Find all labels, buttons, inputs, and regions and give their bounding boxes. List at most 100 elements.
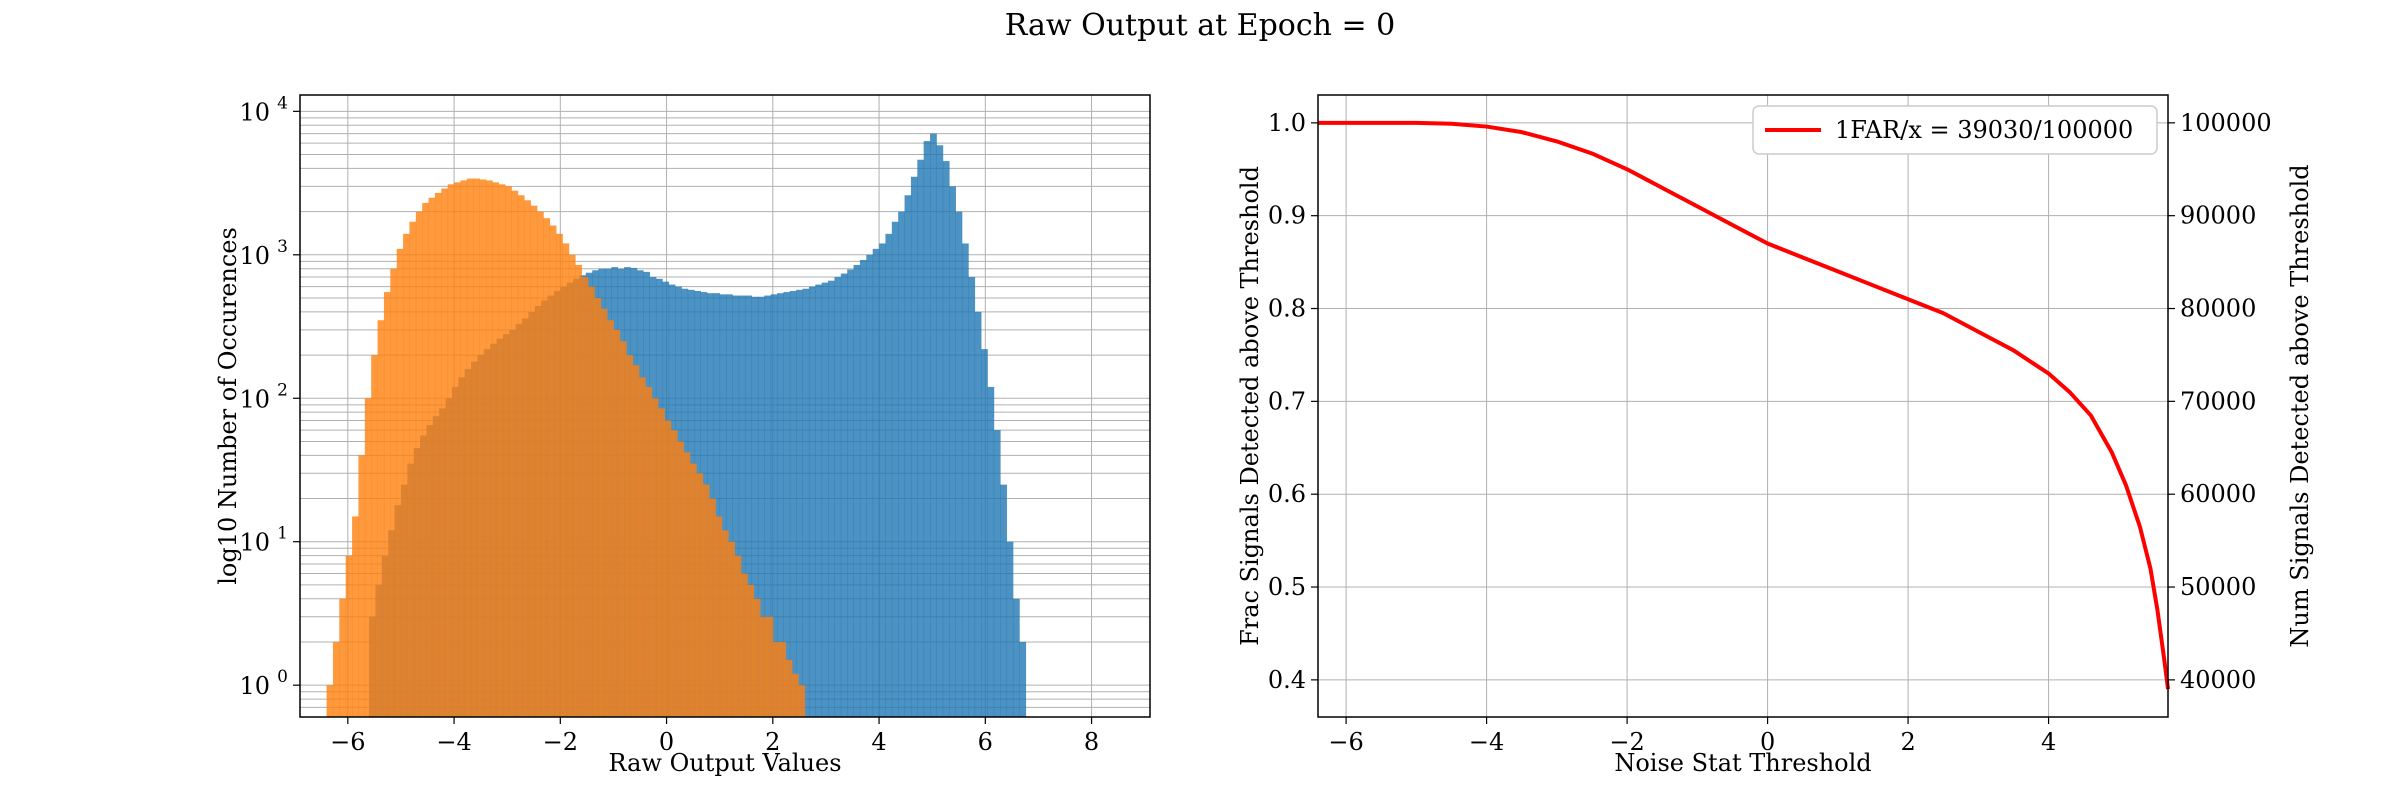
histogram-bar-series-2 (638, 377, 646, 717)
histogram-bar-series-1 (719, 294, 727, 717)
histogram-bar-series-1 (981, 349, 988, 717)
histogram-bar-series-2 (715, 516, 723, 717)
histogram-bar-series-2 (339, 598, 347, 717)
line-y-tick-label: 0.6 (1268, 480, 1306, 508)
histogram-x-tick-label: 2 (765, 728, 780, 756)
line-x-tick-label: 0 (1760, 728, 1775, 756)
histogram-bar-series-1 (751, 296, 759, 717)
histogram-bar-series-2 (511, 190, 519, 718)
line-x-tick-label: 4 (2041, 728, 2056, 756)
line-right-y-ticks: 40000 50000 60000 70000 80000 90000 100000 (2168, 109, 2272, 694)
histogram-bar-series-2 (460, 180, 468, 717)
line-y-tick-label: 1.0 (1268, 109, 1306, 137)
histogram-bar-series-1 (910, 176, 918, 718)
line-right-y-axis-label: Num Signals Detected above Threshold (2286, 164, 2314, 647)
histogram-bar-series-1 (923, 141, 931, 718)
histogram-y-tick-exponent: 0 (277, 667, 288, 687)
histogram-bar-series-2 (607, 320, 614, 717)
line-y-tick-label: 0.8 (1268, 295, 1306, 323)
histogram-bar-series-2 (345, 555, 353, 717)
histogram-bar-series-2 (791, 673, 799, 717)
line-legend: 1FAR/x = 39030/100000 (1752, 105, 2158, 155)
line-y-tick-label: 0.4 (1268, 666, 1306, 694)
histogram-bar-series-2 (772, 641, 780, 717)
histogram-bar-series-2 (326, 685, 334, 717)
histogram-bar-series-1 (1019, 641, 1027, 717)
histogram-bar-series-1 (1000, 484, 1007, 717)
histogram-x-tick-label: 8 (1084, 728, 1099, 756)
histogram-bar-series-2 (658, 408, 665, 717)
histogram-bar-series-1 (859, 259, 867, 717)
histogram-bar-series-2 (632, 365, 640, 717)
histogram-bar-series-1 (936, 145, 944, 717)
line-y-tick-label: 0.9 (1268, 202, 1306, 230)
histogram-bar-series-2 (600, 308, 608, 717)
line-right-y-tick-label: 60000 (2180, 480, 2256, 508)
histogram-x-tick-label: 0 (659, 728, 674, 756)
histogram-bar-series-2 (696, 473, 704, 717)
histogram-x-tick-label: 6 (978, 728, 993, 756)
histogram-bar-series-1 (987, 386, 995, 717)
line-right-y-tick-label: 50000 (2180, 573, 2256, 601)
histogram-bar-series-2 (740, 573, 748, 717)
line-right-y-tick-label: 80000 (2180, 295, 2256, 323)
histogram-bar-series-2 (466, 178, 474, 717)
line-y-ticks: 0.4 0.5 0.6 0.7 0.8 0.9 1.0 (1268, 109, 1318, 694)
histogram-bar-series-2 (677, 441, 684, 717)
histogram-bar-series-2 (785, 659, 793, 717)
histogram-bar-series-1 (713, 293, 721, 717)
histogram-bar-series-1 (949, 186, 956, 717)
histogram-bar-series-1 (783, 292, 791, 717)
histogram-bar-series-1 (853, 264, 861, 717)
line-x-ticks: −6 −4 −2 0 2 4 (1328, 717, 2056, 756)
histogram-bar-series-2 (747, 584, 755, 717)
histogram-x-tick-label: 4 (871, 728, 886, 756)
histogram-bar-series-2 (626, 355, 633, 717)
histogram-bar-series-2 (766, 616, 774, 717)
histogram-y-tick-label: 10 (239, 672, 270, 700)
histogram-bar-series-2 (645, 386, 653, 717)
histogram-bars (326, 133, 1027, 718)
histogram-bar-series-1 (872, 248, 880, 717)
histogram-bar-series-1 (1006, 541, 1014, 717)
histogram-bar-series-1 (968, 277, 976, 717)
histogram-bar-series-2 (498, 184, 506, 718)
line-x-axis-label: Noise Stat Threshold (1614, 749, 1871, 777)
histogram-bar-series-2 (383, 292, 391, 717)
histogram-bar-series-1 (974, 311, 982, 717)
histogram-bar-series-2 (575, 264, 582, 717)
histogram-y-tick-label: 10 (239, 98, 270, 126)
histogram-bar-series-2 (396, 248, 404, 717)
histogram-bar-series-1 (955, 211, 963, 717)
histogram-x-tick-label: −2 (543, 728, 578, 756)
histogram-bar-series-2 (562, 243, 570, 717)
histogram-y-ticks: 10 0 10 1 10 2 10 3 10 4 (239, 93, 300, 700)
line-x-tick-label: −6 (1328, 728, 1363, 756)
histogram-bar-series-1 (904, 195, 912, 717)
histogram-bar-series-1 (866, 254, 874, 717)
line-frame (1317, 94, 2169, 718)
histogram-bar-series-2 (779, 641, 786, 717)
histogram-x-ticks: −6 −4 −2 0 2 4 6 8 (330, 717, 1099, 756)
histogram-bar-series-2 (422, 202, 429, 717)
histogram-bar-series-1 (993, 430, 1001, 717)
histogram-bar-series-2 (428, 197, 436, 717)
histogram-bar-series-2 (543, 218, 551, 717)
histogram-bar-series-1 (808, 286, 816, 717)
histogram-bar-series-2 (702, 484, 710, 717)
histogram-bar-series-1 (828, 280, 835, 717)
histogram-bar-series-2 (613, 329, 621, 717)
histogram-bar-series-2 (485, 180, 493, 717)
histogram-frame (299, 94, 1151, 718)
histogram-bar-series-1 (891, 221, 899, 717)
line-x-tick-label: 2 (1900, 728, 1915, 756)
histogram-bar-series-2 (371, 355, 378, 717)
histogram-bar-series-2 (760, 616, 767, 717)
histogram-bar-series-2 (524, 200, 531, 718)
histogram-bar-series-2 (581, 277, 589, 717)
histogram-y-tick-label: 10 (239, 385, 270, 413)
histogram-bar-series-1 (815, 284, 823, 717)
histogram-bar-series-2 (492, 182, 500, 718)
histogram-bar-series-1 (757, 296, 765, 717)
histogram-bar-series-2 (479, 179, 487, 717)
